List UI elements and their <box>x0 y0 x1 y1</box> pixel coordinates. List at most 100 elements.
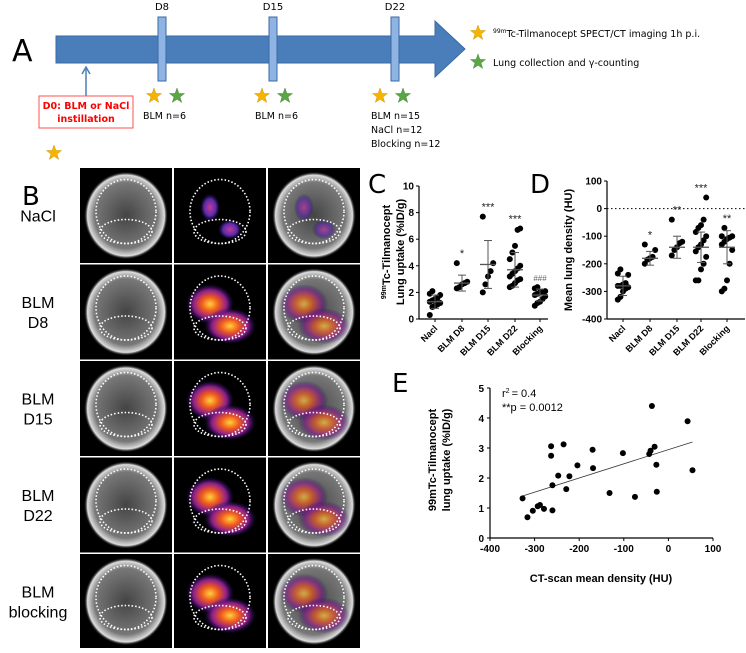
y-tick-label: -400 <box>582 315 602 326</box>
data-point <box>524 514 531 521</box>
y-axis-label-1: 99mTc-Tilmanocept <box>381 205 393 300</box>
data-point <box>426 312 433 319</box>
lung-contour <box>189 468 251 534</box>
data-point <box>617 266 624 273</box>
spect-signal <box>312 219 336 240</box>
y-tick-label: -300 <box>582 287 602 298</box>
y-tick-label: 0 <box>596 204 602 215</box>
legend-imaging-text: 99mTc-Tilmanocept SPECT/CT imaging 1h p.… <box>493 28 700 40</box>
y-tick-label: 3 <box>478 444 484 455</box>
row-label: NaCl <box>20 209 56 226</box>
spect-signal <box>294 193 314 222</box>
spect-signal <box>218 219 242 240</box>
data-point <box>641 241 648 248</box>
row-label: BLM D22 <box>22 488 55 525</box>
group-d22-nacl: NaCl n=12 <box>371 125 422 136</box>
significance-label: *** <box>482 202 496 214</box>
data-point <box>479 213 486 220</box>
r-value: = 0.4 <box>512 388 537 400</box>
significance-label: *** <box>509 214 523 226</box>
row-label-line: D22 <box>23 508 52 525</box>
significance-label: *** <box>695 183 709 195</box>
panel-label-b: B <box>22 182 40 212</box>
y-tick-label: -200 <box>582 259 602 270</box>
heart-contour <box>99 604 153 631</box>
imaging-star-icon <box>254 88 270 103</box>
data-point <box>482 281 489 288</box>
data-point <box>668 216 675 223</box>
x-tick-label: -200 <box>569 544 589 555</box>
day-marker-d8 <box>157 16 167 82</box>
data-point <box>718 233 725 240</box>
heart-contour <box>287 218 341 245</box>
y-tick-label: 5 <box>478 384 484 395</box>
spect-signal <box>204 404 256 441</box>
data-point <box>590 465 597 472</box>
row-label-line: BLM <box>22 585 55 602</box>
data-point <box>490 260 497 267</box>
row-label-line: D8 <box>28 315 49 332</box>
lung-contour <box>189 371 251 438</box>
significance-label: ** <box>723 213 732 225</box>
y-tick-label: 2 <box>408 288 414 299</box>
y-tick-label: 0 <box>408 315 414 326</box>
group-d22-blm: BLM n=15 <box>371 111 420 122</box>
day-marker-d15 <box>268 16 278 82</box>
collection-star-icon <box>169 88 185 103</box>
group-d15: BLM n=6 <box>255 111 298 122</box>
lung-contour <box>189 564 251 631</box>
data-point <box>668 252 675 259</box>
heart-contour <box>287 604 341 631</box>
group-d22-blocking: Blocking n=12 <box>371 139 440 150</box>
lung-contour <box>189 178 251 245</box>
ct-image <box>84 268 168 356</box>
r-squared-label: r2 = 0.4 <box>502 388 536 400</box>
day-label-d15: D15 <box>263 2 283 13</box>
data-point <box>648 403 655 409</box>
data-point <box>695 277 702 284</box>
spect-signal <box>298 597 350 634</box>
lung-contour <box>189 275 251 341</box>
data-point <box>453 260 460 267</box>
data-point <box>517 225 524 232</box>
data-point <box>555 472 562 479</box>
heart-contour <box>287 508 341 534</box>
y-tick-label: 6 <box>408 235 414 246</box>
group-d8: BLM n=6 <box>143 111 186 122</box>
data-point <box>548 452 555 459</box>
data-point <box>647 447 654 454</box>
lung-contour <box>95 371 157 438</box>
x-tick-label: -300 <box>525 544 545 555</box>
spect-signal <box>298 404 350 441</box>
collection-star-icon <box>277 88 293 103</box>
ct-image <box>84 171 168 260</box>
data-point <box>724 277 730 284</box>
data-point <box>479 289 486 296</box>
data-point <box>574 462 581 469</box>
data-point <box>631 493 638 500</box>
panel-label-a: A <box>12 34 33 69</box>
legend-collection-star-icon <box>470 54 486 69</box>
spect-signal <box>298 501 350 537</box>
ct-image <box>84 461 168 549</box>
collection-star-icon <box>395 88 411 103</box>
data-point <box>589 446 596 453</box>
data-point <box>437 300 444 307</box>
panel-label-e: E <box>392 369 408 399</box>
y-tick-label: 1 <box>478 504 484 515</box>
spect-signal <box>200 193 220 222</box>
data-point <box>517 276 524 283</box>
data-point <box>536 502 543 508</box>
data-point <box>698 222 704 229</box>
row-label-line: BLM <box>22 392 55 409</box>
ct-image <box>84 557 168 646</box>
row-label-line: D15 <box>23 412 52 429</box>
data-point <box>651 443 658 450</box>
x-tick-label: Nacl <box>607 323 628 344</box>
data-point <box>653 461 660 468</box>
data-point <box>429 288 436 295</box>
significance-label: * <box>460 248 465 260</box>
y-tick-label: 4 <box>478 414 484 425</box>
